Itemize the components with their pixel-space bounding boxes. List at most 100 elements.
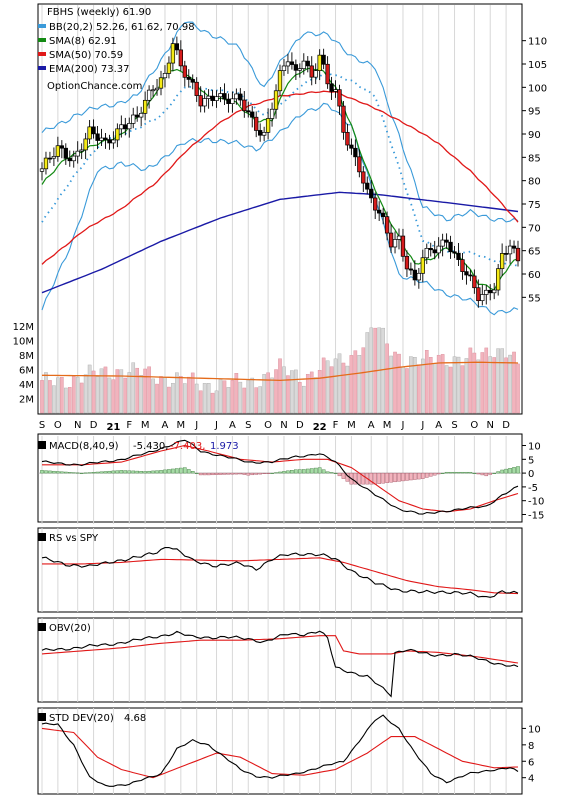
candle-body [265,118,271,133]
macd-histogram-bar [389,472,393,483]
macd-histogram-bar [353,472,358,485]
volume-bar [496,348,500,414]
macd-histogram-bar [202,472,207,476]
candle-body [476,287,481,302]
macd-histogram-bar [282,471,286,474]
volume-tick-label: 6M [19,366,34,377]
legend-entry: SMA(8) 62.91 [49,36,117,47]
candle-body [218,93,223,98]
macd-histogram-bar [421,472,425,479]
candle-body [91,126,96,135]
candle-body [39,168,45,172]
macd-legend: MACD(8,40,9) -5.430, -7.403, 1.973 [38,441,239,452]
volume-bar [190,372,195,414]
macd-histogram-bar [258,472,262,475]
volume-bar [214,390,219,414]
macd-histogram-bar [417,472,421,480]
macd-signal-value: -7.403, [170,441,205,452]
rs-panel [41,528,519,612]
macd-histogram-bar [409,472,413,481]
volume-bar [440,354,445,414]
candle-body [190,79,195,83]
candle-body [158,77,164,89]
candle-body [198,95,203,107]
macd-histogram-bar [377,472,381,484]
volume-bar [119,369,124,414]
panel-tick-label: -10 [528,497,544,508]
macd-histogram-bar [171,468,175,474]
candle-body [170,43,176,64]
candle-body [432,249,437,254]
macd-histogram-bar [321,469,326,474]
volume-bar [151,378,155,414]
candle-body [321,54,326,65]
macd-histogram-bar [56,471,60,474]
candle-body [416,272,421,281]
price-y-ticks: 55 60 65 70 75 80 85 90 95 100 105 110 [522,37,547,304]
macd-histogram-bar [155,470,159,474]
candle-body [460,259,465,272]
candle-body [238,93,243,101]
volume-bar [282,366,286,414]
macd-histogram-bar [464,471,469,474]
macd-histogram-bar [115,470,120,474]
candle-body [230,98,235,104]
macd-histogram-bar [60,471,64,474]
price-tick-label: 85 [528,153,541,164]
volume-bar [421,358,425,414]
volume-bar [389,355,393,414]
x-axis-label: F [126,420,132,431]
macd-panel: 10 5 0 -5 -10 -15 [38,436,544,524]
volume-bar [381,327,385,414]
x-axis-label: S [245,420,251,431]
volume-bar [448,366,453,414]
macd-histogram-bar [167,469,171,474]
volume-bar [246,379,251,414]
volume-bar [226,387,231,414]
candle-body [63,147,68,159]
x-axis-label: O [470,420,478,431]
candle-body [146,89,152,101]
volume-bar [139,375,143,414]
macd-histogram-bar [99,471,104,474]
price-candles [39,36,521,308]
candle-body [67,158,72,162]
legend-swatch [38,38,46,42]
candle-body [210,95,215,101]
x-axis-label: M [141,420,150,431]
volume-bar [305,374,310,414]
x-axis-label: S [451,420,457,431]
macd-histogram-bar [250,472,255,476]
volume-bars [40,327,520,414]
macd-histogram-bar [103,471,108,474]
panel-average-line [42,557,519,595]
candle-body [484,289,489,295]
macd-histogram-bar [214,472,219,475]
volume-tick-label: 8M [19,351,34,362]
candle-body [123,124,128,130]
panel-tick-label: 10 [528,724,541,735]
x-axis-label: J [194,420,198,431]
macd-histogram-bar [175,468,179,474]
macd-histogram-bar [504,468,508,474]
macd-histogram-bar [373,472,378,485]
panel-tick-label: 8 [528,741,534,752]
candle-body [448,241,453,253]
macd-histogram-bar [182,467,187,474]
volume-bar [52,385,56,414]
std-panel: 4 6 8 10 [41,708,541,794]
macd-histogram-bar [52,470,56,474]
macd-histogram-bar [123,470,128,474]
candle-body [246,110,251,113]
macd-histogram-bar [286,470,290,474]
macd-label: MACD(8,40,9) [49,441,119,452]
macd-histogram-bar [83,472,88,474]
candle-body [79,149,84,152]
price-tick-label: 65 [528,247,541,258]
macd-histogram-bar [75,472,80,474]
x-axis-label: S [39,420,45,431]
volume-bar [456,356,461,414]
candle-body [436,245,441,254]
volume-bar [40,380,44,414]
volume-bar [135,367,140,414]
